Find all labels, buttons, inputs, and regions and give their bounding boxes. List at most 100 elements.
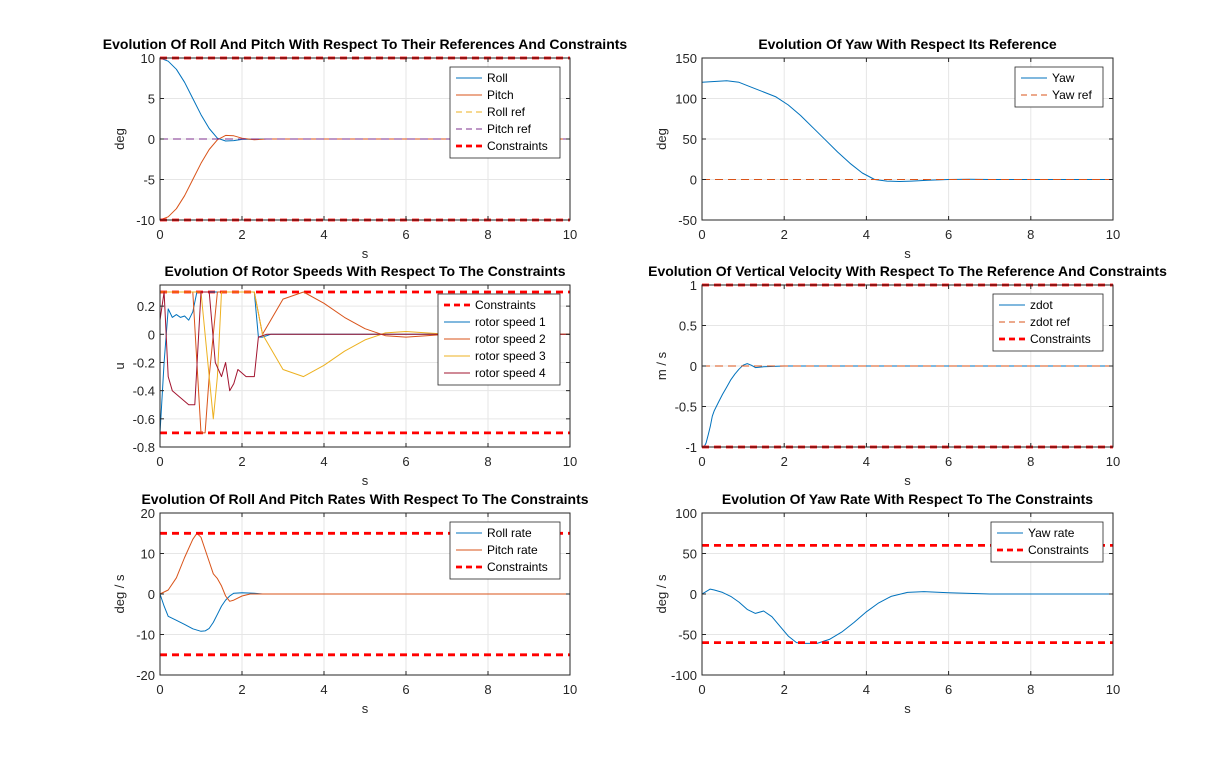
y-tick-label: 150 bbox=[675, 51, 697, 66]
legend: Roll Pitch Roll ref Pitch ref Constraints bbox=[449, 66, 561, 159]
legend-entry: Pitch bbox=[487, 88, 514, 102]
chart-panel-6: 0 2 4 6 8 10 -100 -50 0 50 100 s deg / s Evolution Of… bbox=[654, 491, 1120, 716]
legend: Roll rate Pitch rate Constraints bbox=[449, 521, 561, 580]
legend: Yaw Yaw ref bbox=[1014, 66, 1104, 108]
series-group bbox=[701, 80, 1113, 182]
y-axis-label: u bbox=[112, 362, 127, 369]
legend: Yaw rate Constraints bbox=[990, 521, 1104, 563]
x-tick-label: 4 bbox=[863, 682, 870, 697]
y-tick-label: 0 bbox=[690, 587, 697, 602]
legend: zdot zdot ref Constraints bbox=[992, 293, 1104, 352]
x-tick-label: 2 bbox=[238, 227, 245, 242]
series-line-roll-rate bbox=[159, 592, 570, 632]
x-tick-label: 6 bbox=[402, 227, 409, 242]
y-tick-label: -100 bbox=[671, 668, 697, 683]
x-tick-label: 0 bbox=[698, 454, 705, 469]
x-tick-label: 2 bbox=[238, 682, 245, 697]
y-tick-label: 10 bbox=[141, 51, 155, 66]
y-axis-label: deg bbox=[112, 128, 127, 150]
y-tick-label: 0 bbox=[148, 587, 155, 602]
chart-title: Evolution Of Roll And Pitch Rates With R… bbox=[141, 491, 588, 507]
y-tick-label: -10 bbox=[136, 628, 155, 643]
x-tick-label: 8 bbox=[1027, 227, 1034, 242]
chart-panel-3: 0 2 4 6 8 10 -0.8 -0.6 -0.4 -0.2 0 0.2 s u Evolution O… bbox=[112, 263, 577, 488]
series-line-yaw-rate bbox=[701, 588, 1113, 644]
chart-panel-5: 0 2 4 6 8 10 -20 -10 0 10 20 s deg / s Evolution Of R… bbox=[112, 491, 589, 716]
x-tick-label: 6 bbox=[945, 454, 952, 469]
chart-title: Evolution Of Vertical Velocity With Resp… bbox=[648, 263, 1167, 279]
x-tick-label: 6 bbox=[402, 454, 409, 469]
series-line-pitch-rate bbox=[159, 532, 570, 602]
x-tick-label: 0 bbox=[156, 682, 163, 697]
y-axis-label: deg / s bbox=[654, 574, 669, 614]
y-axis-label: m / s bbox=[654, 351, 669, 380]
x-tick-label: 0 bbox=[156, 454, 163, 469]
chart-title: Evolution Of Rotor Speeds With Respect T… bbox=[165, 263, 566, 279]
legend-entry: Constraints bbox=[1028, 543, 1089, 557]
x-tick-label: 2 bbox=[781, 227, 788, 242]
legend-entry: rotor speed 3 bbox=[475, 349, 546, 363]
x-tick-label: 10 bbox=[1106, 682, 1120, 697]
y-tick-label: 0 bbox=[148, 132, 155, 147]
series-line-rotor-speed-4 bbox=[159, 291, 570, 406]
y-tick-label: -20 bbox=[136, 668, 155, 683]
y-tick-label: -0.8 bbox=[133, 440, 155, 455]
y-tick-label: 0 bbox=[148, 327, 155, 342]
y-tick-label: 0 bbox=[690, 359, 697, 374]
legend-entry: Roll ref bbox=[487, 105, 526, 119]
x-tick-label: 2 bbox=[781, 682, 788, 697]
series-line-pitch bbox=[159, 134, 570, 221]
y-tick-label: 0 bbox=[690, 173, 697, 188]
chart-title: Evolution Of Roll And Pitch With Respect… bbox=[103, 36, 628, 52]
y-tick-label: 5 bbox=[148, 92, 155, 107]
legend-entry: Roll bbox=[487, 71, 508, 85]
legend-entry: Constraints bbox=[487, 139, 548, 153]
x-tick-label: 2 bbox=[781, 454, 788, 469]
legend-entry: Pitch rate bbox=[487, 543, 538, 557]
legend-entry: rotor speed 4 bbox=[475, 366, 546, 380]
y-axis-label: deg / s bbox=[112, 574, 127, 614]
y-tick-label: -50 bbox=[678, 213, 697, 228]
legend-box bbox=[1014, 66, 1104, 108]
x-tick-label: 10 bbox=[563, 682, 577, 697]
y-tick-label: 10 bbox=[141, 547, 155, 562]
y-tick-label: 20 bbox=[141, 506, 155, 521]
legend-box bbox=[992, 293, 1104, 352]
x-tick-label: 2 bbox=[238, 454, 245, 469]
y-tick-label: -5 bbox=[143, 173, 155, 188]
y-tick-label: -0.6 bbox=[133, 412, 155, 427]
legend-entry: Yaw rate bbox=[1028, 526, 1075, 540]
legend-entry: zdot bbox=[1030, 298, 1053, 312]
legend-entry: rotor speed 2 bbox=[475, 332, 546, 346]
x-tick-label: 0 bbox=[698, 227, 705, 242]
x-tick-label: 8 bbox=[484, 682, 491, 697]
y-tick-label: 100 bbox=[675, 92, 697, 107]
x-tick-label: 6 bbox=[945, 227, 952, 242]
legend-entry: rotor speed 1 bbox=[475, 315, 546, 329]
chart-panel-1: 0 2 4 6 8 10 -10 -5 0 5 10 s deg Evolution Of Roll An… bbox=[103, 36, 628, 261]
x-tick-label: 4 bbox=[320, 682, 327, 697]
legend-entry: Constraints bbox=[487, 560, 548, 574]
x-tick-label: 10 bbox=[1106, 454, 1120, 469]
series-group bbox=[159, 290, 570, 435]
x-tick-label: 6 bbox=[402, 682, 409, 697]
chart-title: Evolution Of Yaw With Respect Its Refere… bbox=[758, 36, 1057, 52]
x-axis-label: s bbox=[362, 701, 369, 716]
x-axis-label: s bbox=[904, 701, 911, 716]
x-tick-label: 10 bbox=[563, 227, 577, 242]
y-tick-label: 1 bbox=[690, 278, 697, 293]
legend-entry: Pitch ref bbox=[487, 122, 532, 136]
x-axis-label: s bbox=[362, 473, 369, 488]
y-axis-label: deg bbox=[654, 128, 669, 150]
x-tick-label: 10 bbox=[563, 454, 577, 469]
axes-box bbox=[159, 284, 571, 448]
legend-entry: Constraints bbox=[1030, 332, 1091, 346]
legend-entry: Roll rate bbox=[487, 526, 532, 540]
chart-title: Evolution Of Yaw Rate With Respect To Th… bbox=[722, 491, 1093, 507]
y-tick-label: 50 bbox=[683, 132, 697, 147]
legend-entry: Yaw bbox=[1052, 71, 1075, 85]
series-line-zdot bbox=[702, 363, 1113, 448]
x-tick-label: 4 bbox=[320, 454, 327, 469]
chart-panel-4: 0 2 4 6 8 10 -1 -0.5 0 0.5 1 s m / s Evolution Of Ver… bbox=[648, 263, 1167, 488]
